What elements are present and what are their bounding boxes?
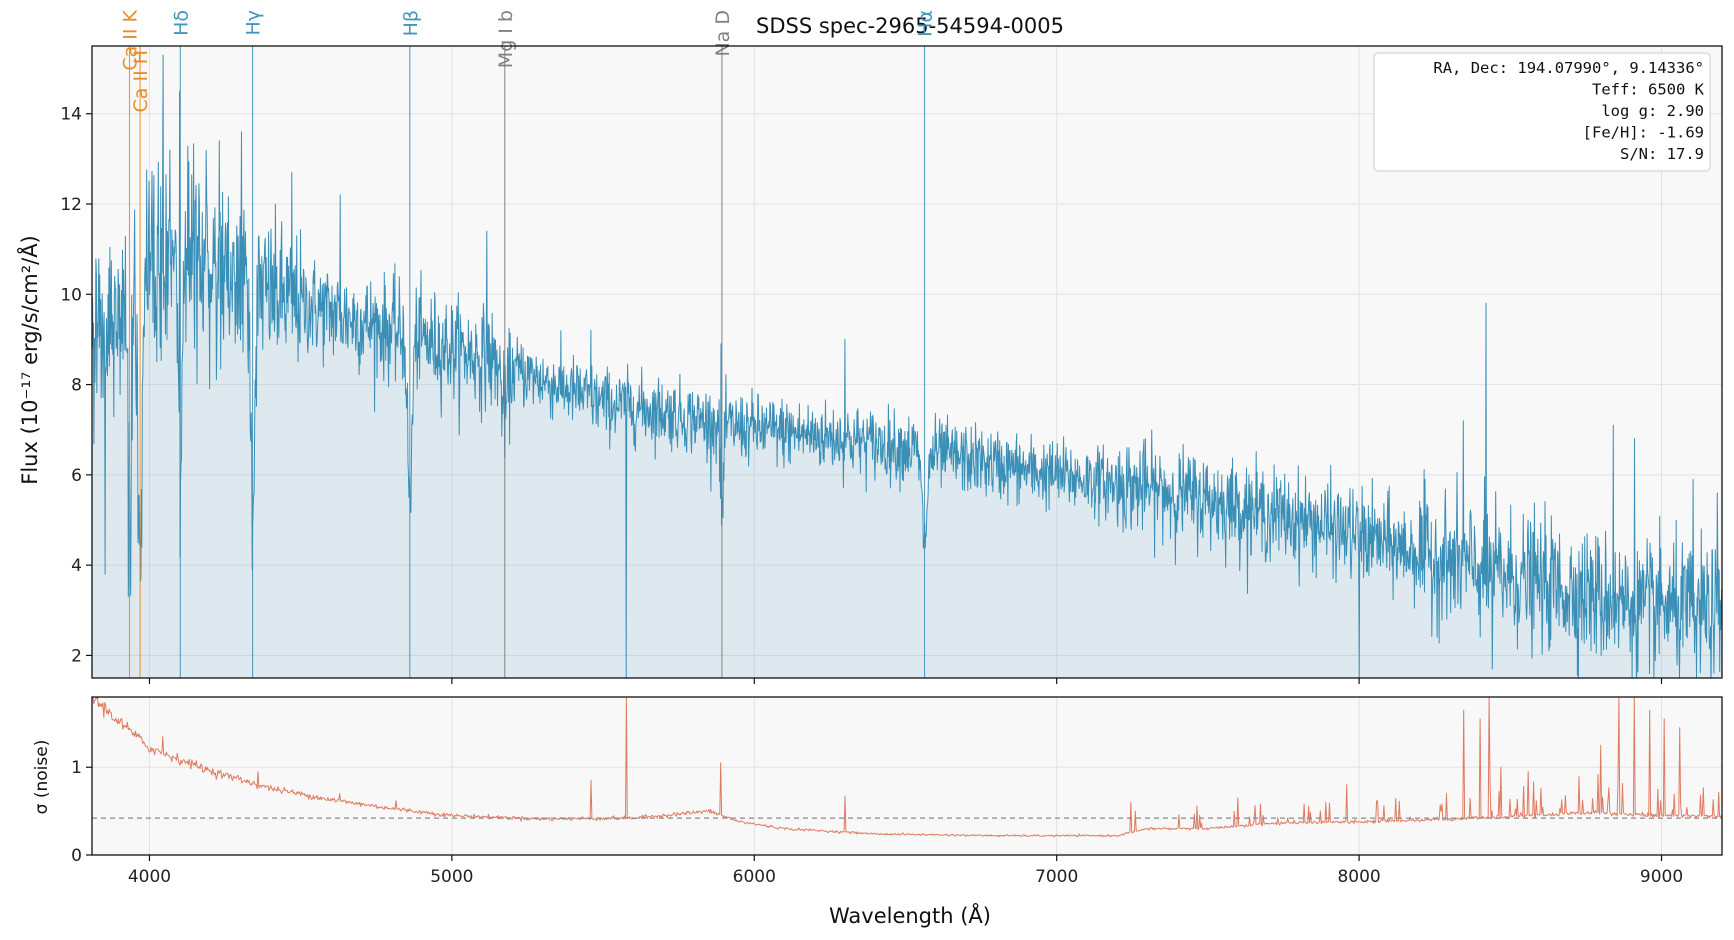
noise-y-tick-label: 0 (71, 846, 82, 866)
info-box-line: S/N: 17.9 (1620, 145, 1704, 163)
flux-axis-label: Flux (10⁻¹⁷ erg/s/cm²/Å) (16, 235, 42, 485)
reference-line-label: Hα (915, 10, 937, 37)
flux-y-tick-label: 14 (60, 105, 82, 125)
noise-plot-background (92, 697, 1722, 855)
flux-y-tick-label: 10 (60, 285, 82, 305)
wavelength-axis-label: Wavelength (Å) (829, 902, 991, 928)
info-box-line: RA, Dec: 194.07990°, 9.14336° (1433, 59, 1704, 77)
noise-series-group (92, 697, 1722, 838)
reference-line-label: Ca II K (119, 9, 141, 70)
x-tick-label: 9000 (1640, 867, 1683, 887)
flux-y-tick-label: 6 (71, 466, 82, 486)
reference-line-label: Ca II H (130, 50, 152, 112)
flux-y-tick-label: 4 (71, 556, 82, 576)
noise-axis-label: σ (noise) (32, 740, 52, 815)
flux-y-tick-label: 8 (71, 376, 82, 396)
reference-line-label: Na D (712, 10, 734, 57)
noise-series-line (92, 697, 1722, 838)
info-box: RA, Dec: 194.07990°, 9.14336° Teff: 6500 … (1373, 52, 1711, 172)
info-box-line: Teff: 6500 K (1592, 81, 1705, 99)
flux-panel: Ca II KCa II H Hδ Hγ Hβ Mg I b Na D Hα 2 4 6 8 10 12… (60, 9, 1723, 684)
flux-series-line (92, 54, 1722, 678)
x-tick-label: 7000 (1035, 867, 1078, 887)
x-tick-label: 8000 (1337, 867, 1380, 887)
noise-panel: 0 1 4000 5000 6000 7000 8000 9000 (71, 696, 1723, 887)
noise-y-tick-label: 1 (71, 758, 82, 778)
x-tick-label: 4000 (128, 867, 171, 887)
chart-title: SDSS spec-2965-54594-0005 (756, 14, 1064, 38)
reference-line-label: Mg I b (495, 10, 517, 68)
flux-y-tick-label: 12 (60, 195, 82, 215)
noise-plot-frame (91, 696, 1723, 856)
info-box-line: [Fe/H]: -1.69 (1583, 124, 1704, 142)
x-tick-label: 6000 (733, 867, 776, 887)
flux-grid (92, 46, 1722, 678)
reference-line-label: Hγ (243, 10, 265, 36)
reference-line-label: Hβ (400, 10, 422, 36)
x-tick-label: 5000 (430, 867, 473, 887)
flux-y-tick-label: 2 (71, 646, 82, 666)
flux-plot-frame (91, 45, 1723, 679)
reference-line-label: Hδ (170, 10, 192, 36)
flux-series-group (92, 54, 1722, 678)
info-box-frame (1373, 52, 1711, 172)
info-box-line: log g: 2.90 (1601, 102, 1704, 120)
